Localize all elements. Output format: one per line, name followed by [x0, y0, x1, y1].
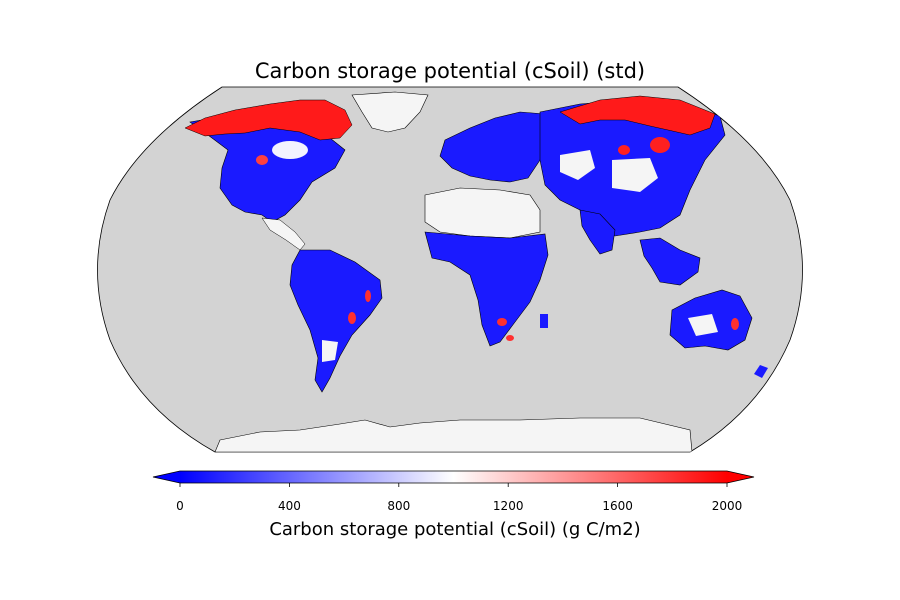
colorbar-label: Carbon storage potential (cSoil) (g C/m2… — [269, 519, 640, 540]
colorbar-extend-high — [727, 471, 754, 483]
region-sahara — [424, 187, 541, 239]
colorbar-tick-label: 800 — [387, 499, 410, 513]
region-canadian-arctic — [184, 99, 353, 141]
region-south-asia — [579, 209, 616, 255]
colorbar-tick-label: 400 — [278, 499, 301, 513]
colorbar-tick-label: 1600 — [602, 499, 633, 513]
region-europe — [439, 111, 549, 183]
colorbar-tick-label: 2000 — [712, 499, 743, 513]
colorbar-tick-label: 0 — [176, 499, 184, 513]
colorbar-ticks: 0 400 800 1200 1600 2000 — [176, 483, 742, 513]
region-central-asia-nodata — [560, 150, 595, 180]
map-title: Carbon storage potential (cSoil) (std) — [255, 59, 645, 83]
region-greenland — [351, 91, 429, 133]
region-hudson-mixed — [272, 141, 308, 159]
region-central-america — [261, 217, 306, 251]
map-land-layer — [184, 91, 768, 452]
colorbar-extend-low — [153, 471, 180, 483]
region-southeast-asia — [639, 237, 701, 286]
region-northern-siberia — [559, 95, 716, 136]
colorbar-gradient — [180, 471, 727, 483]
colorbar-tick-label: 1200 — [493, 499, 524, 513]
region-africa — [424, 231, 549, 347]
region-antarctica — [214, 417, 693, 452]
region-south-america — [289, 249, 383, 393]
colorbar: 0 400 800 1200 1600 2000 Carbon storage poten… — [152, 470, 755, 540]
